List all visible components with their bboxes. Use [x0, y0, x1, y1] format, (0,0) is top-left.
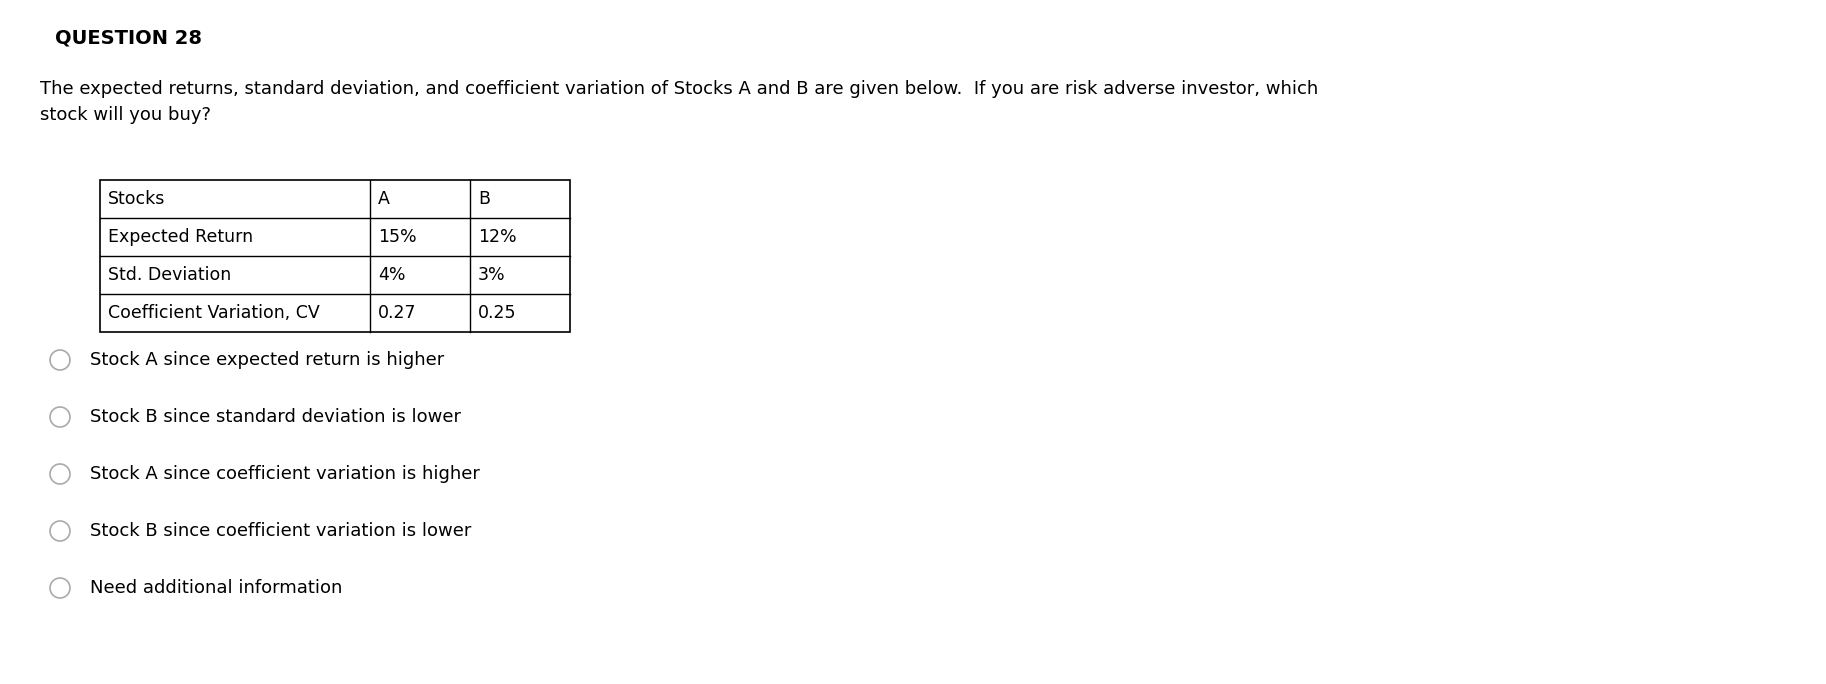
Text: B: B [478, 190, 489, 208]
Text: Std. Deviation: Std. Deviation [108, 266, 232, 284]
Ellipse shape [49, 407, 69, 427]
Text: 4%: 4% [378, 266, 405, 284]
Text: 0.25: 0.25 [478, 304, 517, 322]
Text: Stocks: Stocks [108, 190, 166, 208]
Text: Need additional information: Need additional information [89, 579, 341, 597]
Text: 12%: 12% [478, 228, 517, 246]
Ellipse shape [49, 464, 69, 484]
Ellipse shape [49, 350, 69, 370]
Bar [100, 180, 570, 332]
Text: 0.27: 0.27 [378, 304, 416, 322]
Ellipse shape [49, 578, 69, 598]
Text: 15%: 15% [378, 228, 416, 246]
Text: Stock B since coefficient variation is lower: Stock B since coefficient variation is l… [89, 522, 471, 540]
Text: 3%: 3% [478, 266, 506, 284]
Ellipse shape [49, 521, 69, 541]
Text: The expected returns, standard deviation, and coefficient variation of Stocks A : The expected returns, standard deviation… [40, 80, 1318, 98]
Text: A: A [378, 190, 391, 208]
Text: Expected Return: Expected Return [108, 228, 254, 246]
Text: Coefficient Variation, CV: Coefficient Variation, CV [108, 304, 320, 322]
Text: Stock A since expected return is higher: Stock A since expected return is higher [89, 351, 444, 369]
Text: QUESTION 28: QUESTION 28 [55, 28, 203, 47]
Text: Stock A since coefficient variation is higher: Stock A since coefficient variation is h… [89, 465, 480, 483]
Text: Stock B since standard deviation is lower: Stock B since standard deviation is lowe… [89, 408, 460, 426]
Text: stock will you buy?: stock will you buy? [40, 106, 212, 124]
